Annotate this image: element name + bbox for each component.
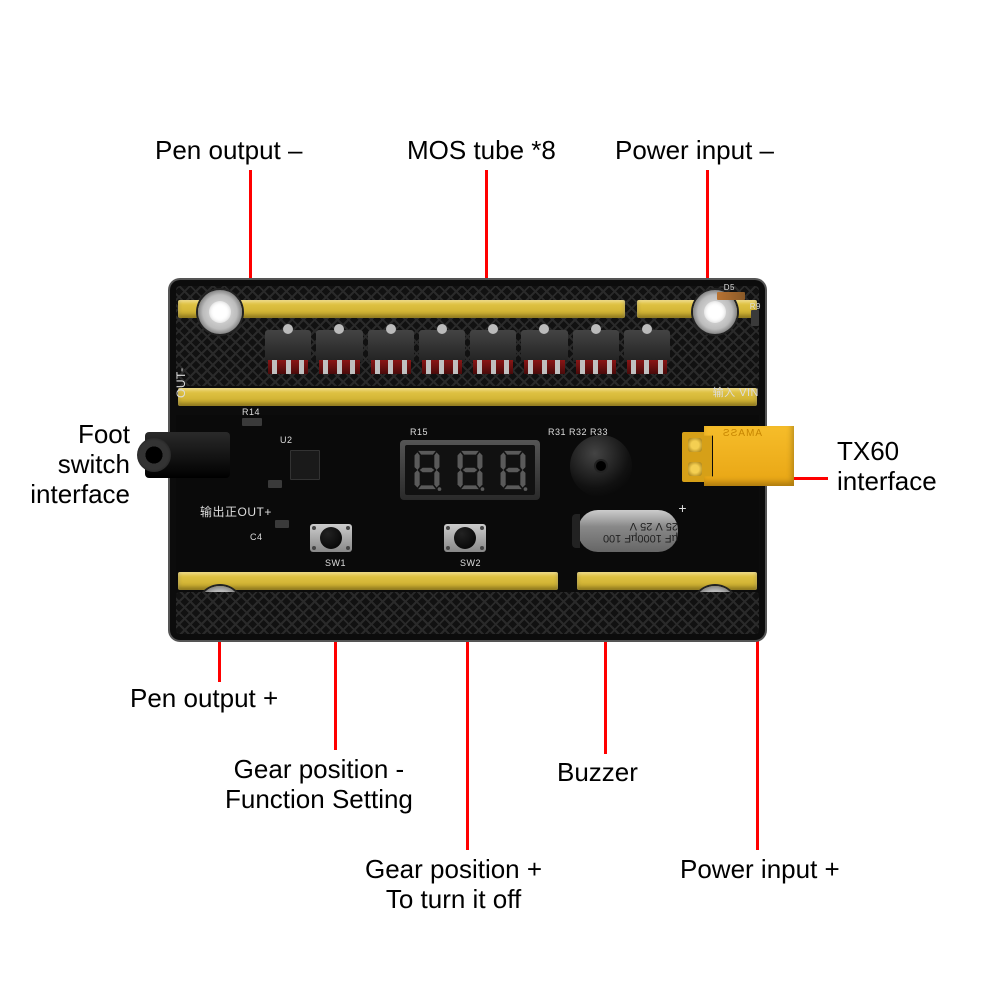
label-mos-tube: MOS tube *8 <box>407 136 556 166</box>
gold-bus-top <box>178 388 757 406</box>
silk-d5: D5 <box>724 283 735 292</box>
mosfet <box>419 330 465 378</box>
gold-bus-pen-minus <box>178 300 625 318</box>
silk-plus: + <box>678 500 687 516</box>
label-gear-minus-2: Function Setting <box>225 785 413 815</box>
digit-2 <box>453 448 487 492</box>
silk-sw1: SW1 <box>325 558 346 568</box>
capacitor: µF 1000µF 100 25 V 25 V <box>578 510 678 552</box>
smd <box>275 520 289 528</box>
label-pen-output-plus: Pen output + <box>130 684 278 714</box>
smd-r9 <box>751 310 759 326</box>
gold-bus-power-plus <box>577 572 757 590</box>
button-gear-plus[interactable] <box>444 524 486 552</box>
button-gear-minus[interactable] <box>310 524 352 552</box>
label-tx60-2: interface <box>837 467 937 497</box>
mosfet <box>368 330 414 378</box>
smd-d5 <box>717 292 745 300</box>
label-foot-switch-2: switch <box>30 450 130 480</box>
label-foot-switch-3: interface <box>30 480 130 510</box>
silk-vin: 输入 VIN <box>713 388 759 399</box>
pcb-board: OUT- 输入 VIN 输出正OUT+ SW1 SW2 U2 R15 R14 R… <box>170 280 765 640</box>
xt60-connector[interactable]: AMASS <box>682 420 797 495</box>
silk-out-plus: 输出正OUT+ <box>200 503 272 520</box>
label-gear-minus-1: Gear position - <box>225 755 413 785</box>
mosfet <box>521 330 567 378</box>
mosfet <box>470 330 516 378</box>
screw-hole-tl <box>198 290 242 334</box>
silk-u2: U2 <box>280 435 293 445</box>
mosfet-row <box>265 330 670 378</box>
mosfet <box>265 330 311 378</box>
digit-1 <box>410 448 444 492</box>
silk-out-minus: OUT- <box>174 367 188 398</box>
silk-c4: C4 <box>250 532 263 542</box>
label-power-input-minus: Power input – <box>615 136 774 166</box>
ic-chip <box>290 450 320 480</box>
mosfet <box>573 330 619 378</box>
label-foot-switch-1: Foot <box>30 420 130 450</box>
silk-r14: R14 <box>242 407 260 417</box>
smd <box>268 480 282 488</box>
digit-3 <box>496 448 530 492</box>
mosfet <box>624 330 670 378</box>
screw-hole-bl <box>198 586 242 630</box>
smd <box>242 418 262 426</box>
silk-r15: R15 <box>410 427 428 437</box>
buzzer <box>570 435 632 497</box>
label-gear-plus-2: To turn it off <box>365 885 542 915</box>
seven-segment-display <box>400 440 540 500</box>
screw-hole-br <box>693 586 737 630</box>
leader-power-in-plus <box>756 605 759 850</box>
label-power-input-plus: Power input + <box>680 855 840 885</box>
label-tx60-1: TX60 <box>837 437 937 467</box>
label-gear-plus-1: Gear position + <box>365 855 542 885</box>
label-pen-output-minus: Pen output – <box>155 136 302 166</box>
gold-bus-pen-plus <box>178 572 558 590</box>
silk-sw2: SW2 <box>460 558 481 568</box>
mosfet <box>316 330 362 378</box>
label-buzzer: Buzzer <box>557 758 638 788</box>
foot-switch-jack[interactable] <box>145 432 230 478</box>
